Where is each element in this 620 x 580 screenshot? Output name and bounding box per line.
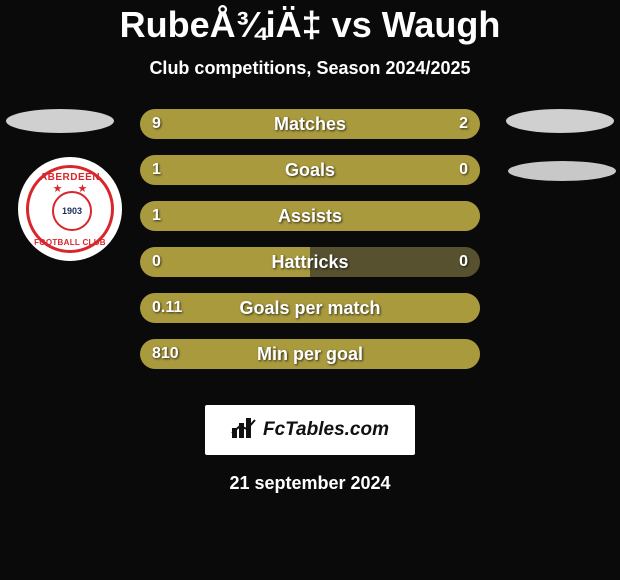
right-player-oval-2 [508, 161, 616, 181]
subtitle: Club competitions, Season 2024/2025 [0, 58, 620, 79]
right-player-column [490, 109, 620, 399]
comparison-row: Matches9 2 [140, 109, 480, 139]
row-label: Hattricks [140, 247, 480, 277]
comparison-row: Hattricks0 0 [140, 247, 480, 277]
left-player-column: ABERDEEN ★ ★ 1903 FOOTBALL CLUB [0, 109, 130, 399]
stats-area: ABERDEEN ★ ★ 1903 FOOTBALL CLUB Matches9… [0, 109, 620, 399]
card: RubeÅ¾iÄ‡ vs Waugh Club competitions, Se… [0, 4, 620, 580]
row-value-left: 0.11 [152, 293, 182, 323]
club-badge-bottom-text: FOOTBALL CLUB [20, 238, 120, 247]
comparison-row: Goals1 0 [140, 155, 480, 185]
row-value-left: 0 [152, 247, 161, 277]
comparison-row: Assists1 [140, 201, 480, 231]
row-value-right: 2 [459, 109, 468, 139]
club-badge-year: 1903 [52, 191, 92, 231]
site-logo-icon [231, 417, 257, 444]
right-player-oval-1 [506, 109, 614, 133]
row-value-left: 810 [152, 339, 179, 369]
title: RubeÅ¾iÄ‡ vs Waugh [0, 4, 620, 46]
site-logo-box: FcTables.com [205, 405, 415, 455]
row-value-right: 0 [459, 247, 468, 277]
comparison-row: Goals per match0.11 [140, 293, 480, 323]
row-label: Matches [140, 109, 480, 139]
row-value-left: 9 [152, 109, 161, 139]
comparison-bars: Matches92Goals10Assists1Hattricks00Goals… [140, 109, 480, 385]
site-logo-text: FcTables.com [263, 419, 389, 441]
date-text: 21 september 2024 [0, 473, 620, 494]
row-label: Min per goal [140, 339, 480, 369]
club-badge: ABERDEEN ★ ★ 1903 FOOTBALL CLUB [18, 157, 122, 261]
row-label: Goals [140, 155, 480, 185]
row-value-left: 1 [152, 155, 161, 185]
row-label: Goals per match [140, 293, 480, 323]
row-value-right: 0 [459, 155, 468, 185]
comparison-row: Min per goal810 [140, 339, 480, 369]
left-player-oval [6, 109, 114, 133]
row-label: Assists [140, 201, 480, 231]
row-value-left: 1 [152, 201, 161, 231]
